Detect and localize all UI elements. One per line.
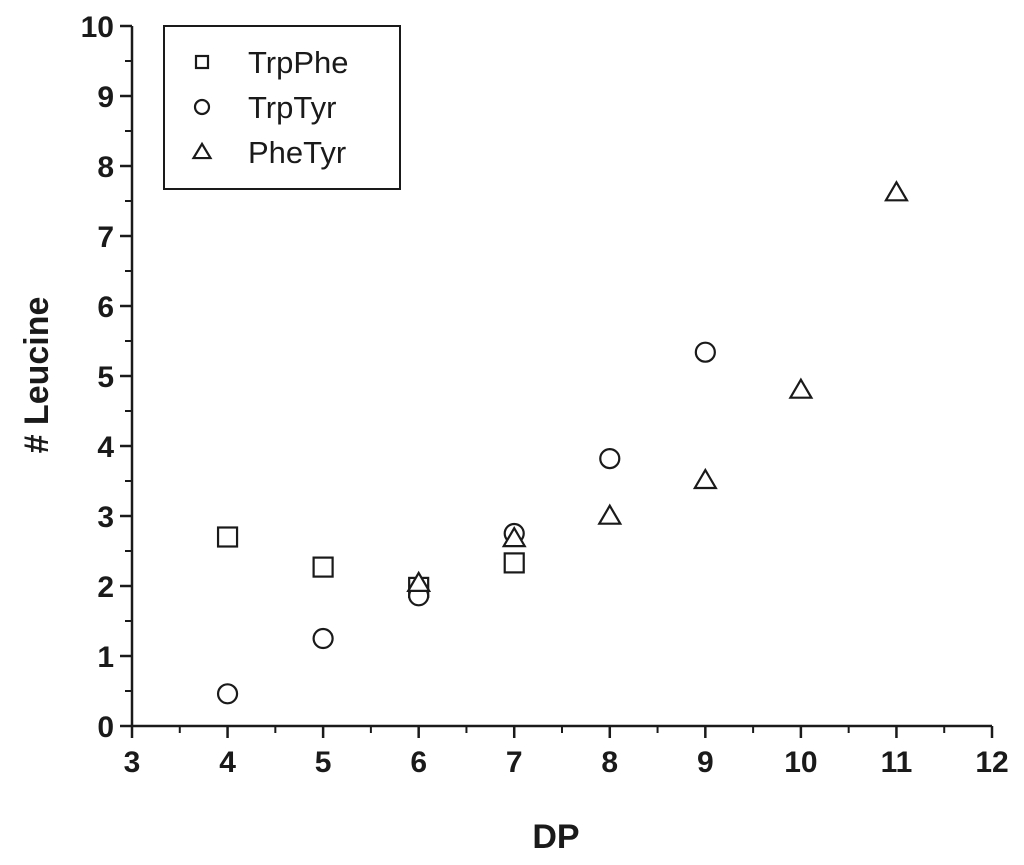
x-axis-title: DP — [532, 818, 579, 856]
x-tick-label: 4 — [219, 746, 236, 779]
y-tick-label: 5 — [97, 361, 114, 394]
square-point — [503, 552, 525, 574]
square-point — [312, 556, 334, 578]
y-tick-label: 8 — [97, 151, 114, 184]
legend-label: PheTyr — [248, 135, 346, 170]
y-tick-label: 0 — [97, 711, 114, 744]
series-TrpTyr — [216, 341, 716, 705]
x-tick-label: 11 — [881, 746, 913, 779]
y-tick-label: 10 — [81, 11, 114, 44]
x-tick-label: 7 — [506, 746, 523, 779]
circle-point — [216, 683, 239, 705]
circle-point — [694, 341, 716, 363]
y-tick-label: 9 — [97, 81, 114, 114]
data-points — [216, 180, 909, 705]
x-tick-label: 10 — [784, 746, 817, 779]
y-tick-label: 6 — [97, 291, 114, 324]
square-point — [216, 526, 239, 548]
circle-point — [312, 627, 334, 650]
x-tick-label: 5 — [315, 746, 332, 779]
triangle-point — [406, 570, 432, 592]
triangle-point — [597, 503, 623, 525]
series-TrpPhe — [216, 526, 525, 599]
triangle-point — [788, 377, 814, 399]
y-tick-label: 2 — [97, 571, 114, 604]
x-tick-label: 6 — [410, 746, 427, 779]
legend-items: TrpPhe TrpTyr PheTyr — [191, 45, 349, 170]
y-axis-title: # Leucine — [18, 297, 56, 454]
legend-square-point — [194, 54, 210, 70]
series-PheTyr — [406, 180, 909, 592]
triangle-point — [692, 467, 718, 490]
triangle-point — [501, 525, 527, 548]
triangle-point — [884, 180, 909, 202]
x-tick-label: 12 — [975, 746, 1008, 779]
y-tick-label: 7 — [97, 221, 114, 254]
y-tick-label: 3 — [97, 501, 114, 534]
x-tick-label: 3 — [124, 746, 141, 779]
y-tick-label: 1 — [97, 641, 114, 674]
legend-label: TrpPhe — [248, 45, 349, 80]
legend-triangle-point — [191, 141, 213, 160]
legend: TrpPhe TrpTyr PheTyr — [163, 25, 401, 190]
x-tick-label: 8 — [601, 746, 618, 779]
y-tick-label: 4 — [97, 431, 114, 464]
circle-point — [599, 448, 621, 470]
legend-label: TrpTyr — [248, 90, 336, 125]
legend-circle-point — [193, 98, 211, 116]
x-tick-label: 9 — [697, 746, 714, 779]
